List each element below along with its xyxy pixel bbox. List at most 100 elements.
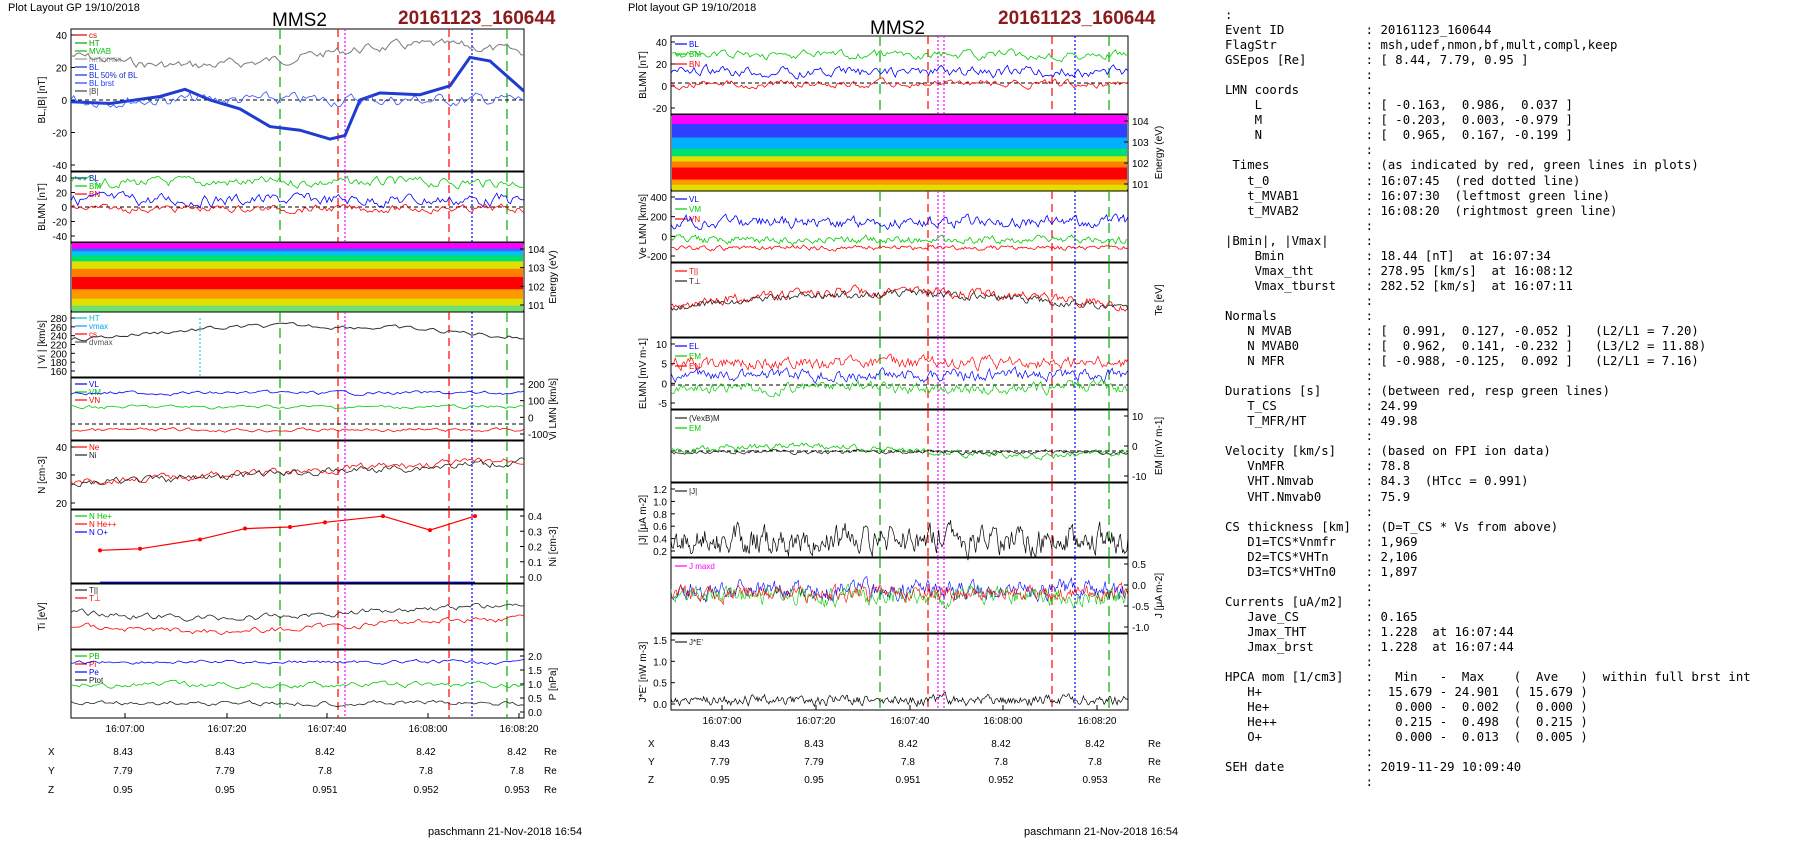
- metadata-line: H+ : 15.679 - 24.901 ( 15.679 ): [1225, 685, 1800, 700]
- position-value: 0.95: [804, 775, 824, 786]
- metadata-value: : 278.95 [km/s] at 16:08:12: [1365, 263, 1573, 278]
- metadata-key: N: [1225, 128, 1366, 143]
- metadata-key: T_CS: [1225, 399, 1366, 414]
- position-value: 7.79: [804, 757, 824, 768]
- panel-frame: [70, 377, 525, 441]
- spectrogram-band: [672, 167, 1127, 180]
- metadata-key: H+: [1225, 685, 1366, 700]
- panel-frame: [670, 482, 1129, 558]
- spectrogram-band: [72, 255, 523, 262]
- metadata-value: :: [1365, 293, 1374, 308]
- legend-entry: J maxd: [689, 562, 715, 571]
- spectrogram-band: [672, 124, 1127, 138]
- bl-series-line: [70, 190, 525, 209]
- spectrogram-band: [72, 248, 523, 252]
- position-value: 0.95: [710, 775, 730, 786]
- metadata-value: : [ -0.163, 0.986, 0.037 ]: [1365, 98, 1573, 113]
- metadata-key: D2=TCS*VHTn: [1225, 549, 1366, 564]
- position-row-label: Z: [648, 775, 654, 786]
- x-tick-label: 16:08:00: [984, 716, 1023, 727]
- metadata-line: He++ : 0.215 - 0.498 ( 0.215 ): [1225, 715, 1800, 730]
- metadata-key: t_MVAB1: [1225, 188, 1366, 203]
- metadata-key: t_MVAB2: [1225, 203, 1366, 218]
- legend-entry: MVAB: [89, 47, 111, 56]
- ne-series-line: [70, 457, 525, 486]
- x-tick-label: 16:07:40: [891, 716, 930, 727]
- y-axis-label: EM [mV m-1]: [1154, 417, 1165, 476]
- metadata-line: :: [1225, 369, 1800, 384]
- he-plusplus-point: [428, 528, 432, 533]
- legend-entry: VN: [689, 215, 700, 224]
- metadata-key: O+: [1225, 730, 1366, 745]
- metadata-value: : [ -0.203, 0.003, -0.979 ]: [1365, 113, 1573, 128]
- metadata-line: Times : (as indicated by red, green line…: [1225, 158, 1800, 173]
- metadata-line: T_MFR/HT : 49.98: [1225, 414, 1800, 429]
- y-axis-label: Te [eV]: [1154, 284, 1165, 315]
- y-axis-label: P [nPa]: [548, 667, 559, 700]
- metadata-value: : (between red, resp green lines): [1365, 384, 1610, 399]
- y-tick-label: 1.5: [528, 666, 542, 677]
- metadata-value: : 20161123_160644: [1365, 23, 1492, 38]
- metadata-key: Normals: [1225, 308, 1366, 323]
- legend-entry: T||: [89, 586, 98, 595]
- metadata-line: He+ : 0.000 - 0.002 ( 0.000 ): [1225, 700, 1800, 715]
- y-tick-label: 0.2: [653, 547, 667, 558]
- metadata-key: He+: [1225, 700, 1366, 715]
- y-tick-label: 0.4: [528, 512, 542, 523]
- y-tick-label: 1.0: [653, 657, 667, 668]
- metadata-line: D1=TCS*Vnmfr : 1,969: [1225, 535, 1800, 550]
- legend-entry: N O+: [89, 528, 108, 537]
- metadata-value: :: [1365, 429, 1374, 444]
- metadata-value: :: [1365, 594, 1374, 609]
- y-tick-label: 20: [656, 60, 668, 71]
- metadata-line: CS thickness [km] : (D=T_CS * Vs from ab…: [1225, 520, 1800, 535]
- metadata-value: : 15.679 - 24.901 ( 15.679 ): [1365, 685, 1588, 700]
- metadata-line: N MFR : [ -0.988, -0.125, 0.092 ] (L2/L1…: [1225, 354, 1800, 369]
- position-value: 8.42: [991, 739, 1011, 750]
- metadata-key: [1225, 745, 1366, 759]
- y-tick-label: -20: [53, 218, 68, 229]
- metadata-line: t_0 : 16:07:45 (red dotted line): [1225, 174, 1800, 189]
- y-tick-label: 0.8: [653, 510, 667, 521]
- y-tick-label: 103: [1132, 138, 1149, 149]
- y-tick-label: 0.4: [653, 535, 667, 546]
- legend-entry: EM: [689, 352, 701, 361]
- y-tick-label: -40: [53, 232, 68, 243]
- metadata-value: : (as indicated by red, green lines in p…: [1365, 158, 1699, 173]
- j-m-line: [670, 583, 1129, 610]
- metadata-line: VnMFR : 78.8: [1225, 459, 1800, 474]
- legend-entry: J*E': [689, 638, 703, 647]
- y-tick-label: 220: [50, 341, 67, 352]
- metadata-line: :: [1225, 8, 1800, 23]
- metadata-key: He++: [1225, 715, 1366, 730]
- position-value: 7.8: [901, 757, 915, 768]
- metadata-value: : [ 0.962, 0.141, -0.232 ] (L3/L2 = 11.8…: [1365, 339, 1707, 354]
- y-axis-label: | Vi | [km/s]: [37, 320, 48, 369]
- he-plusplus-point: [381, 514, 385, 519]
- em-series-line: [670, 378, 1128, 398]
- position-value: 0.953: [504, 785, 529, 796]
- legend-entry: VL: [689, 195, 699, 204]
- y-tick-label: 0: [528, 413, 534, 424]
- position-value: 8.43: [710, 739, 730, 750]
- y-tick-label: -20: [653, 104, 668, 115]
- spectrogram-band: [72, 277, 523, 290]
- metadata-key: Durations [s]: [1225, 384, 1366, 399]
- legend-entry: BL 50% of BL: [89, 71, 138, 80]
- metadata-key: [1225, 655, 1366, 669]
- y-tick-label: 0.0: [528, 573, 542, 584]
- metadata-line: L : [ -0.163, 0.986, 0.037 ]: [1225, 98, 1800, 113]
- metadata-line: M : [ -0.203, 0.003, -0.979 ]: [1225, 113, 1800, 128]
- legend-entry: N He+: [89, 512, 112, 521]
- y-tick-label: 40: [656, 38, 668, 49]
- legend-entry: PB: [89, 652, 100, 661]
- b-magnitude-line: [70, 38, 525, 69]
- metadata-line: :: [1225, 580, 1800, 595]
- metadata-key: SEH date: [1225, 760, 1366, 775]
- metadata-line: :: [1225, 429, 1800, 444]
- y-axis-label: |J| [μA m-2]: [638, 495, 649, 546]
- metadata-value: : (based on FPI ion data): [1365, 444, 1551, 459]
- metadata-value: :: [1365, 308, 1374, 323]
- metadata-value: : 282.52 [km/s] at 16:07:11: [1365, 278, 1573, 293]
- position-row-label: X: [648, 739, 655, 750]
